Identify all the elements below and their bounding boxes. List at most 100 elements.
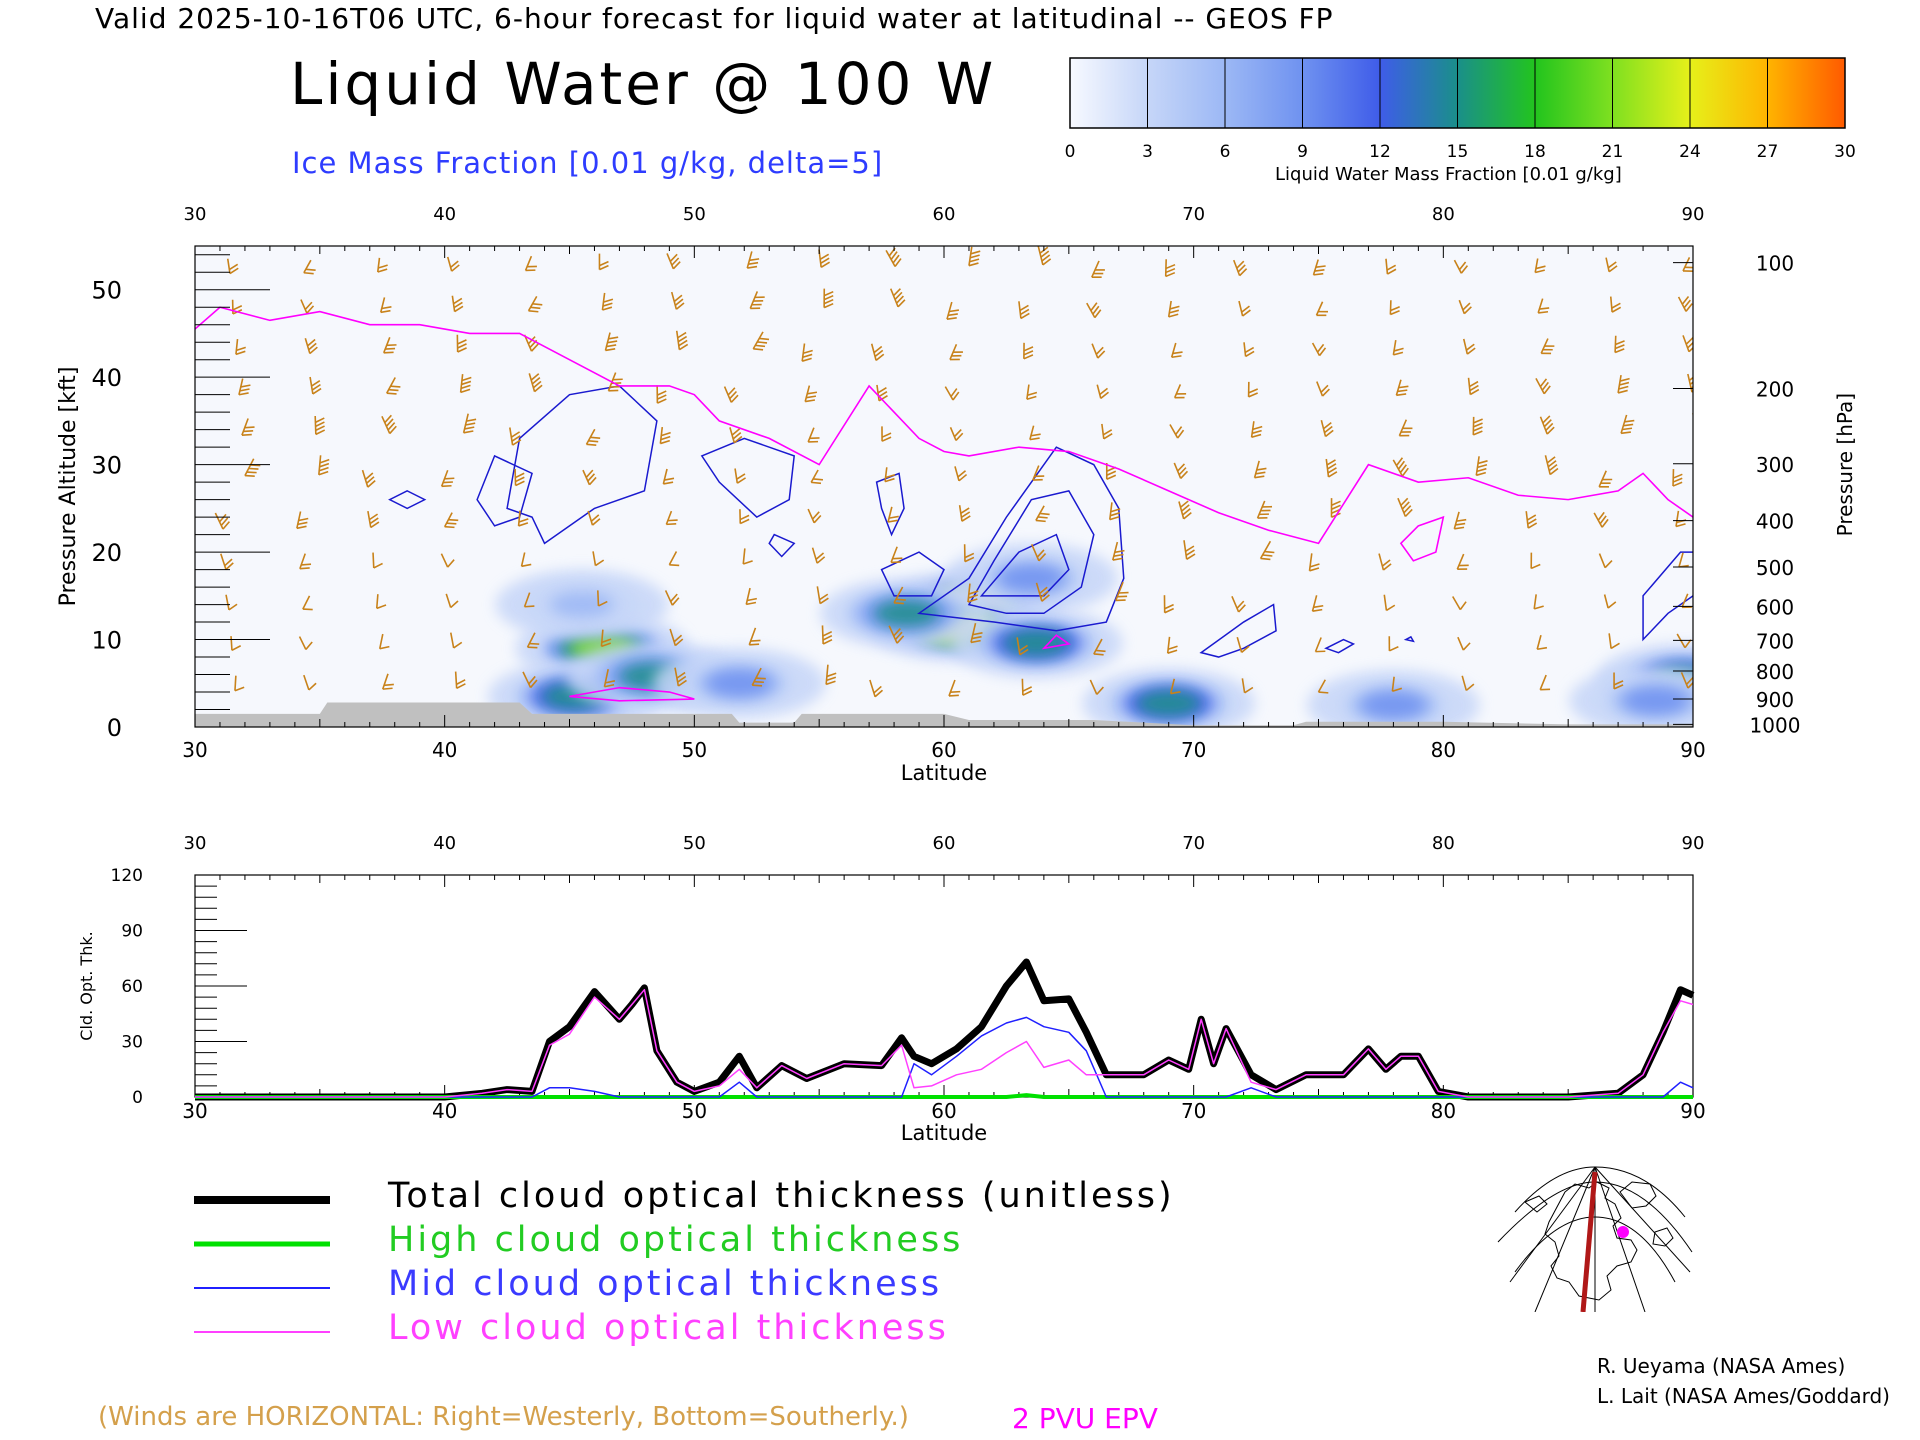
wind-barb <box>1259 540 1275 561</box>
x-tick-label: 60 <box>931 1099 956 1123</box>
wind-barb <box>944 386 960 401</box>
y-tick-label: 60 <box>121 977 143 997</box>
wind-barb <box>662 468 675 485</box>
wind-barb <box>1163 595 1174 614</box>
wind-barb <box>1173 462 1189 480</box>
wind-barb <box>1458 299 1472 315</box>
wind-barb <box>603 668 616 688</box>
colorbar-tick-label: 30 <box>1834 142 1856 162</box>
wind-barb <box>751 667 766 687</box>
wind-barb <box>1325 458 1338 478</box>
x-tick-label-top: 80 <box>1432 833 1455 854</box>
wind-barb <box>746 251 760 269</box>
wind-barb <box>1378 553 1392 571</box>
wind-barb <box>386 377 401 395</box>
wind-barb <box>1536 634 1548 651</box>
wind-barb <box>870 343 885 362</box>
wind-barb <box>604 332 619 352</box>
wind-barb <box>1613 672 1624 690</box>
wind-barb <box>656 385 667 404</box>
pressure-tick-label: 300 <box>1756 453 1794 477</box>
wind-barb <box>524 255 537 272</box>
x-tick-label-top: 30 <box>184 204 207 225</box>
locator-map <box>1497 1166 1693 1312</box>
y-tick-label: 20 <box>91 539 122 567</box>
cross-section-track <box>1580 1171 1598 1312</box>
wind-barb <box>1467 377 1480 396</box>
wind-barb <box>801 343 813 362</box>
wind-barb <box>665 510 678 526</box>
liquid-water-blob <box>1004 630 1069 657</box>
winds-note: (Winds are HORIZONTAL: Right=Westerly, B… <box>98 1402 909 1432</box>
wind-barb <box>509 427 522 446</box>
wind-barb <box>970 622 983 644</box>
wind-barb <box>893 586 906 605</box>
ice-contour <box>476 454 533 527</box>
wind-barb <box>1320 419 1334 438</box>
pressure-tick-label: 900 <box>1756 688 1794 712</box>
x-tick-label-top: 70 <box>1182 204 1205 225</box>
legend-total: Total cloud optical thickness (unitless) <box>388 1176 1175 1216</box>
wind-barb <box>318 455 330 476</box>
wind-barb <box>1021 678 1033 696</box>
x-tick-label: 80 <box>1431 738 1456 762</box>
wind-barb <box>440 553 455 568</box>
wind-barb <box>1537 298 1550 314</box>
wind-barb <box>752 331 770 351</box>
wind-barb <box>443 512 459 529</box>
wind-barb <box>309 376 322 395</box>
wind-barb <box>517 510 529 527</box>
colorbar-tick-label: 6 <box>1220 142 1231 162</box>
wind-barb <box>1680 672 1693 689</box>
wind-barb <box>1677 296 1693 312</box>
x-tick-label-top: 30 <box>184 833 207 854</box>
wind-barb <box>226 258 239 275</box>
wind-barb <box>1253 460 1267 479</box>
optical-thickness-chart: 30 30 40 40 50 50 60 60 70 70 80 80 90 90 Latitude 0 30 6… <box>77 833 1706 1145</box>
wind-barb <box>949 427 964 441</box>
x-tick-label: 50 <box>682 1099 707 1123</box>
wind-barb <box>445 593 459 609</box>
wind-barb <box>1462 338 1476 355</box>
wind-barb <box>810 469 824 485</box>
wind-barb <box>1312 259 1326 276</box>
wind-barb <box>592 551 605 567</box>
wind-barb <box>1534 258 1546 274</box>
epv-closed-contour <box>1041 634 1071 650</box>
wind-barb <box>1392 457 1409 477</box>
wind-barb <box>1169 678 1181 695</box>
wind-barb <box>1620 414 1635 435</box>
wind-barb <box>381 414 397 435</box>
wind-barb <box>745 587 757 606</box>
plot-area <box>195 246 1693 727</box>
wind-barb <box>804 385 818 403</box>
wind-barb <box>1535 378 1551 395</box>
wind-barb <box>299 553 312 570</box>
wind-barb <box>1086 302 1102 319</box>
wind-barb <box>887 506 899 523</box>
wind-barb <box>1167 300 1180 318</box>
wind-barb <box>381 673 394 690</box>
wind-barb <box>1530 552 1541 570</box>
wind-barb <box>1035 505 1050 523</box>
wind-barb <box>375 594 387 610</box>
colorbar-tick-label: 9 <box>1297 142 1308 162</box>
liquid-water-blob <box>1361 692 1426 719</box>
wind-barb <box>214 512 230 530</box>
wind-barb <box>1091 260 1105 279</box>
wind-barb <box>520 552 532 568</box>
colorbar-tick-label: 18 <box>1524 142 1546 162</box>
wind-barb <box>459 374 472 394</box>
wind-barb <box>749 291 765 310</box>
wind-barb <box>729 427 743 444</box>
wind-barb <box>1256 500 1273 519</box>
wind-barb <box>1236 636 1250 654</box>
wind-barb <box>303 674 317 691</box>
wind-barb <box>948 679 961 697</box>
ice-contour <box>1199 603 1277 658</box>
figure-title: Valid 2025-10-16T06 UTC, 6-hour forecast… <box>95 2 1334 35</box>
wind-barb <box>1692 412 1693 433</box>
wind-barb <box>1389 300 1400 316</box>
wind-barb <box>1164 259 1176 278</box>
colorbar-tick-label: 15 <box>1447 142 1469 162</box>
